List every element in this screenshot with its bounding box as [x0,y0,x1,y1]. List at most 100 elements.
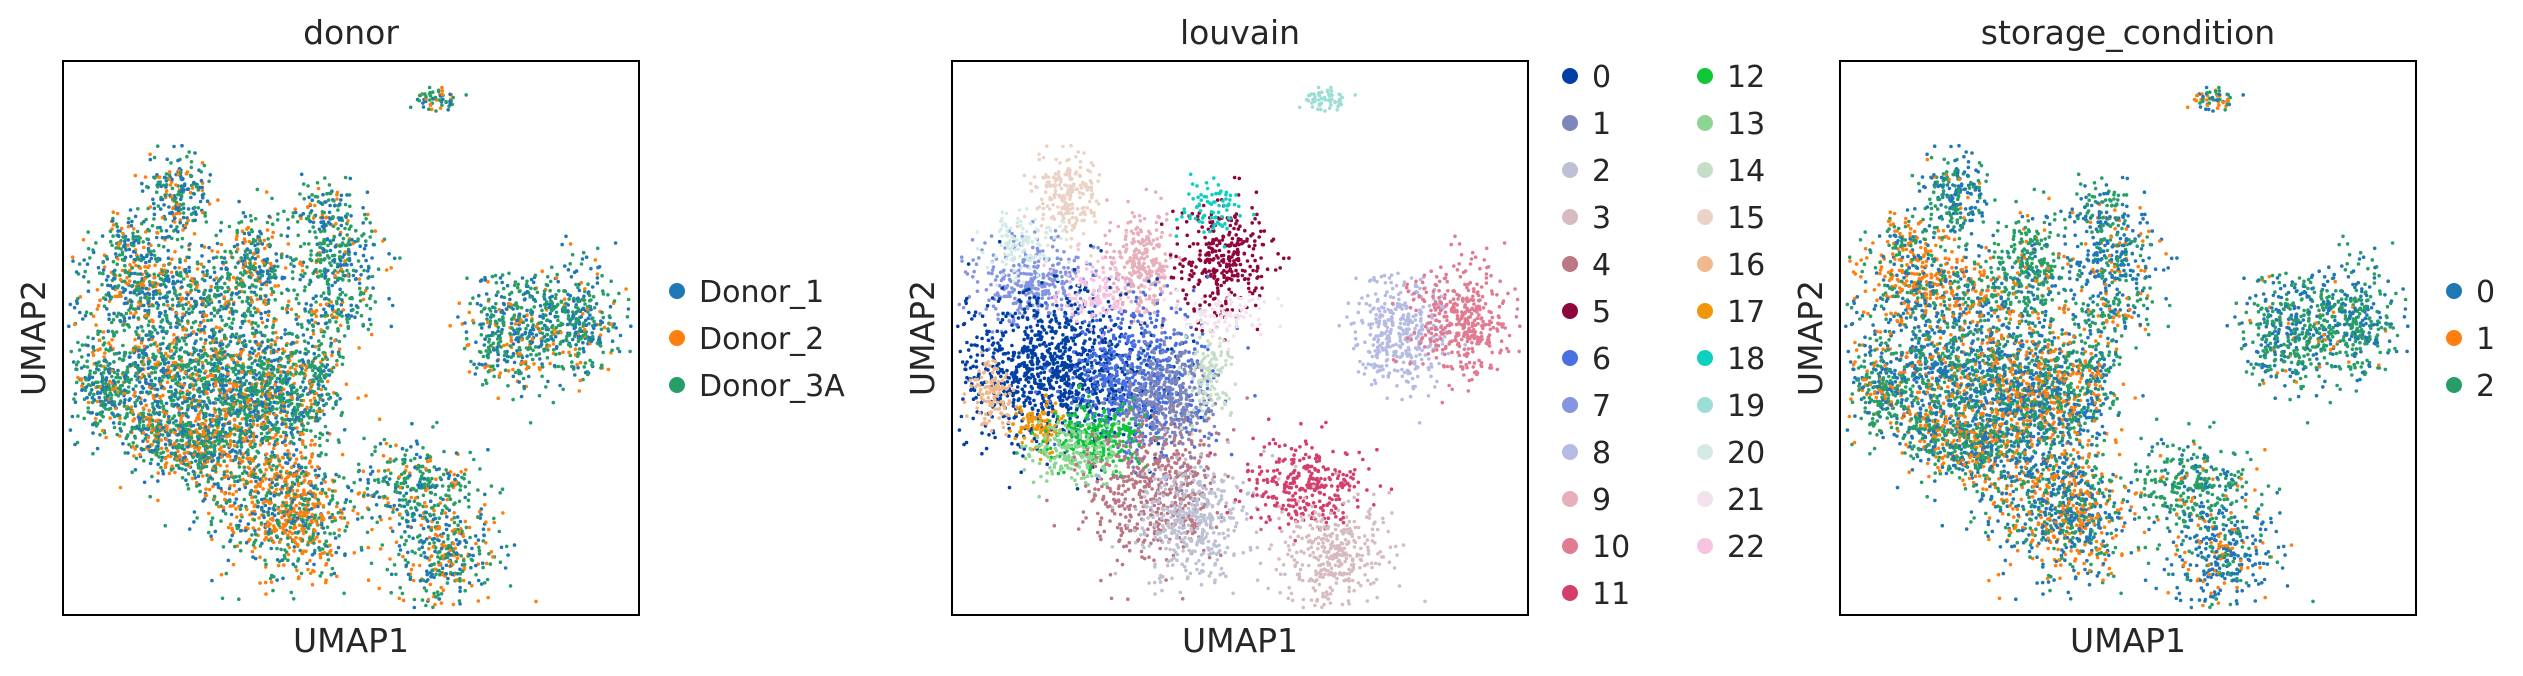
scatter-point [307,229,312,234]
scatter-point [345,233,350,237]
scatter-point [120,358,125,363]
scatter-point [373,449,377,454]
scatter-point [230,357,234,362]
scatter-point [270,485,274,490]
scatter-point [327,210,332,215]
scatter-point [193,450,197,454]
scatter-point [180,413,185,418]
scatter-point [149,457,154,462]
scatter-point [216,198,220,202]
scatter-point [178,257,182,262]
scatter-point [186,420,191,425]
scatter-point [365,286,369,290]
scatter-point [153,370,158,375]
scatter-point [304,216,309,221]
scatter-point [194,419,198,423]
scatter-point [309,303,313,308]
scatter-point [121,314,126,319]
scatter-point [229,293,234,297]
scatter-point [145,345,149,349]
scatter-point [163,309,168,314]
scatter-point [330,489,335,493]
scatter-point [205,199,210,203]
scatter-point [177,427,181,431]
scatter-point [302,197,307,201]
scatter-point [104,376,109,380]
scatter-point [152,206,157,211]
scatter-point [274,432,278,437]
scatter-point [248,350,252,355]
scatter-points [67,85,633,610]
scatter-point [229,512,234,517]
scatter-point [238,387,243,392]
scatter-point [306,567,310,572]
scatter-point [208,341,213,345]
scatter-point [222,393,227,398]
scatter-point [347,193,352,197]
scatter-point [321,526,326,530]
scatter-point [231,394,235,398]
scatter-point [103,395,107,400]
scatter-point [151,324,155,329]
scatter-point [317,274,321,279]
scatter-point [142,458,146,463]
scatter-point [140,189,145,193]
scatter-point [259,316,264,321]
scatter-point [264,280,269,284]
scatter-point [92,392,96,397]
scatter-point [277,539,282,544]
scatter-point [273,339,277,344]
scatter-point [121,323,125,327]
scatter-point [164,270,169,275]
scatter-point [301,371,306,376]
scatter-point [359,264,364,269]
scatter-point [179,346,184,350]
scatter-point [185,408,190,412]
scatter-point [302,510,307,515]
scatter-point [272,475,277,480]
scatter-point [80,387,85,392]
scatter-point [319,522,324,527]
scatter-point [368,221,373,225]
scatter-point [320,571,324,575]
scatter-point [251,326,255,330]
scatter-point [267,441,272,446]
scatter-point [269,546,274,551]
scatter-point [180,429,185,433]
scatter-point [207,399,211,403]
scatter-point [212,494,217,499]
scatter-point [173,431,177,435]
scatter-point [82,275,86,279]
scatter-point [421,101,425,105]
scatter-point [180,401,185,405]
scatter-point [209,444,213,449]
scatter-point [187,307,191,311]
scatter-point [247,353,252,358]
scatter-point [201,444,206,448]
scatter-point [210,424,215,428]
scatter-point [325,431,330,435]
scatter-point [145,314,150,318]
scatter-point [242,465,247,470]
scatter-point [179,184,184,188]
scatter-point [170,194,174,199]
scatter-point [148,390,152,395]
scatter-point [313,401,318,406]
scatter-point [176,229,180,234]
scatter-point [254,479,258,484]
scatter-point [231,275,236,280]
scatter-point [260,422,264,426]
scatter-point [219,314,223,319]
scatter-point [281,377,286,381]
scatter-point [214,233,218,238]
scatter-point [187,368,191,373]
scatter-point [148,157,153,162]
scatter-point [155,173,159,177]
scatter-point [275,259,279,263]
scatter-point [262,509,266,514]
scatter-point [159,438,163,442]
scatter-point [256,491,261,495]
scatter-point [210,249,214,253]
scatter-point [306,472,311,476]
scatter-point [279,394,284,398]
